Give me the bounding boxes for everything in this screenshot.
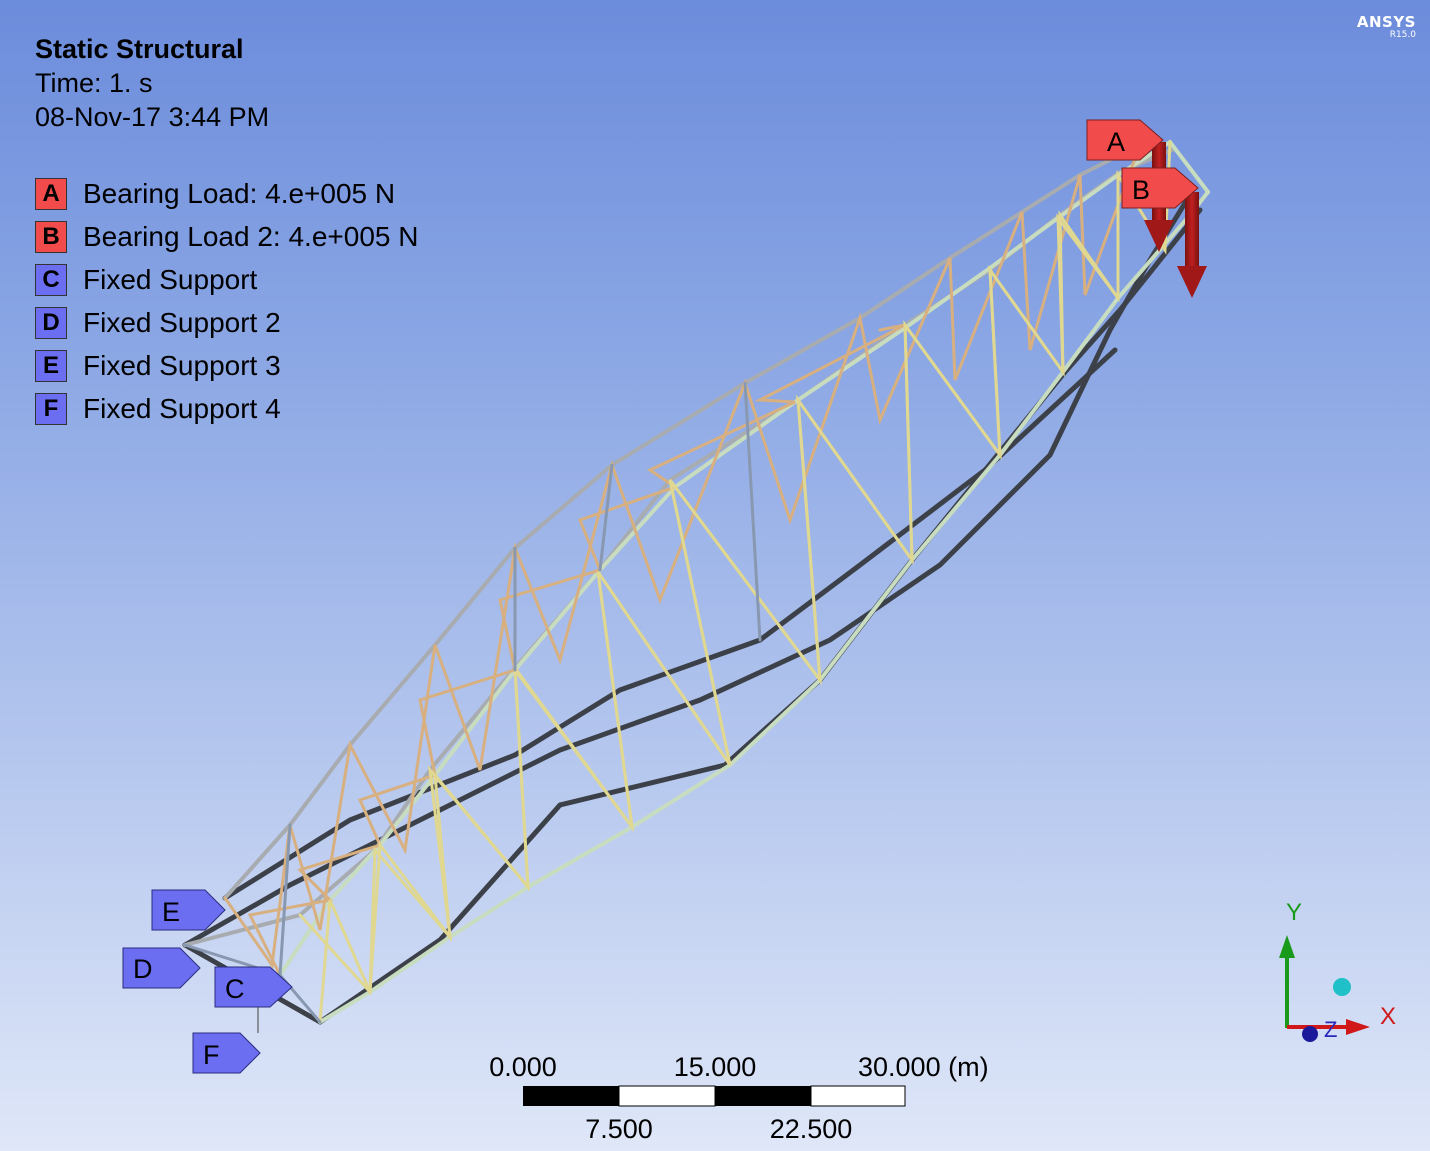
legend-key-f: F (35, 392, 67, 425)
legend-label-a: Bearing Load: 4.e+005 N (83, 177, 396, 209)
legend-item-a[interactable]: A Bearing Load: 4.e+005 N (35, 172, 418, 215)
tag-d[interactable]: D (122, 947, 201, 989)
legend-item-d[interactable]: D Fixed Support 2 (35, 301, 418, 344)
ansys-brand: ANSYS (1356, 13, 1416, 31)
legend-key-a: A (35, 177, 67, 210)
tag-c[interactable]: C (214, 966, 293, 1008)
legend-item-f[interactable]: F Fixed Support 4 (35, 387, 418, 430)
truss-blue-members (183, 381, 762, 1024)
scale-label-15: 15.000 (674, 1052, 757, 1082)
tag-d-label: D (133, 954, 153, 984)
scale-label-7-5: 7.500 (585, 1114, 653, 1144)
scale-label-0: 0.000 (489, 1052, 557, 1082)
analysis-title: Static Structural (35, 34, 244, 64)
truss-tan-diagonals (223, 143, 1142, 977)
legend-key-d: D (35, 306, 67, 339)
legend-label-e: Fixed Support 3 (83, 349, 281, 381)
axis-triad-icon[interactable]: Y X Z (1279, 899, 1396, 1042)
triad-x-label: X (1380, 1003, 1396, 1030)
tag-f-label: F (203, 1040, 220, 1070)
isometric-view-ball-icon (1333, 978, 1351, 996)
truss-side-chords (278, 139, 1210, 1024)
legend-label-f: Fixed Support 4 (83, 392, 281, 424)
tag-e-label: E (162, 897, 180, 927)
scale-bar: 0.000 15.000 30.000 (m) 7.500 22.500 (489, 1052, 988, 1144)
analysis-time: Time: 1. s (35, 68, 153, 98)
legend-key-e: E (35, 349, 67, 382)
legend-label-b: Bearing Load 2: 4.e+005 N (83, 220, 419, 252)
tag-f[interactable]: F (192, 1032, 261, 1074)
load-arrow-b (1177, 192, 1207, 298)
legend-label-d: Fixed Support 2 (83, 306, 281, 338)
truss-yellow-diagonals (298, 140, 1172, 1024)
truss-model (182, 139, 1210, 1025)
legend-key-c: C (35, 263, 67, 296)
scale-label-22-5: 22.500 (770, 1114, 853, 1144)
legend-key-b: B (35, 220, 67, 253)
tag-b[interactable]: B (1121, 167, 1199, 209)
legend-item-e[interactable]: E Fixed Support 3 (35, 344, 418, 387)
triad-y-label: Y (1286, 899, 1302, 926)
tag-b-label: B (1132, 175, 1150, 205)
tag-c-label: C (225, 974, 245, 1004)
legend-label-c: Fixed Support (83, 263, 258, 295)
analysis-date: 08-Nov-17 3:44 PM (35, 102, 270, 132)
boundary-condition-legend: A Bearing Load: 4.e+005 N B Bearing Load… (35, 172, 418, 430)
ansys-version: R15.0 (1389, 30, 1416, 40)
scale-label-30: 30.000 (m) (858, 1052, 989, 1082)
ansys-logo: ANSYS R15.0 (1357, 14, 1416, 40)
legend-item-b[interactable]: B Bearing Load 2: 4.e+005 N (35, 215, 418, 258)
tag-e[interactable]: E (151, 889, 226, 931)
tag-a-label: A (1107, 127, 1125, 157)
tag-a[interactable]: A (1086, 119, 1164, 161)
triad-z-label: Z (1324, 1017, 1337, 1042)
legend-item-c[interactable]: C Fixed Support (35, 258, 418, 301)
